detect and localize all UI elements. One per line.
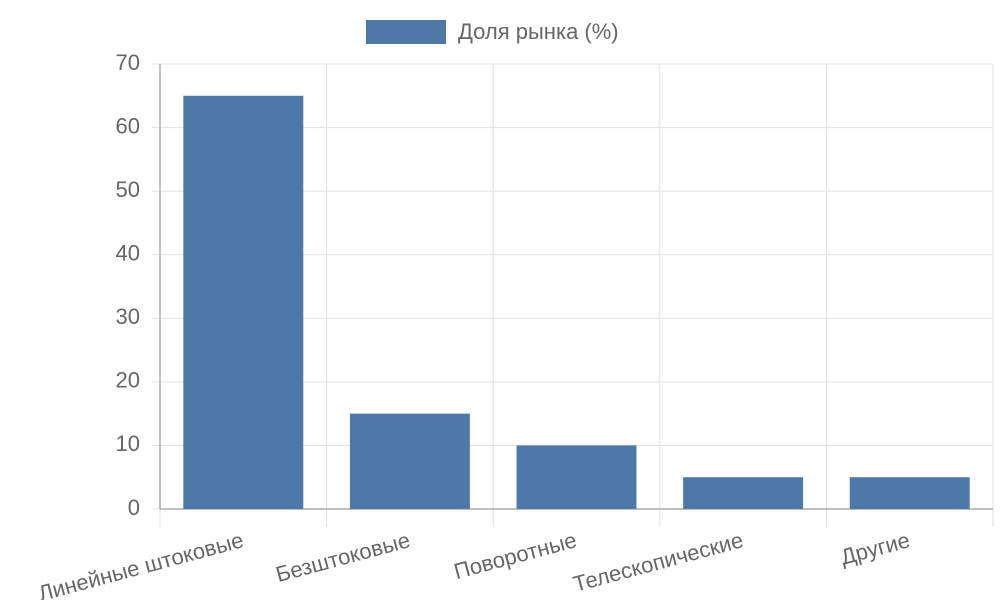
y-tick-label: 50: [116, 177, 140, 202]
y-tick-label: 10: [116, 431, 140, 456]
x-tick-label: Телескопические: [570, 527, 745, 596]
legend-label: Доля рынка (%): [458, 19, 619, 44]
bar: [516, 445, 637, 509]
y-tick-label: 40: [116, 241, 140, 266]
y-tick-label: 60: [116, 113, 140, 138]
x-tick-label: Поворотные: [451, 527, 579, 584]
x-tick-label: Другие: [838, 527, 913, 569]
bar: [683, 477, 804, 509]
x-tick-label: Линейные штоковые: [36, 527, 247, 600]
legend-swatch: [366, 20, 446, 44]
y-tick-label: 30: [116, 304, 140, 329]
bar: [849, 477, 970, 509]
bar: [183, 95, 304, 510]
y-tick-label: 0: [128, 495, 140, 520]
bar: [349, 413, 470, 509]
y-tick-label: 20: [116, 368, 140, 393]
y-tick-label: 70: [116, 50, 140, 75]
x-tick-label: Безштоковые: [273, 527, 413, 587]
